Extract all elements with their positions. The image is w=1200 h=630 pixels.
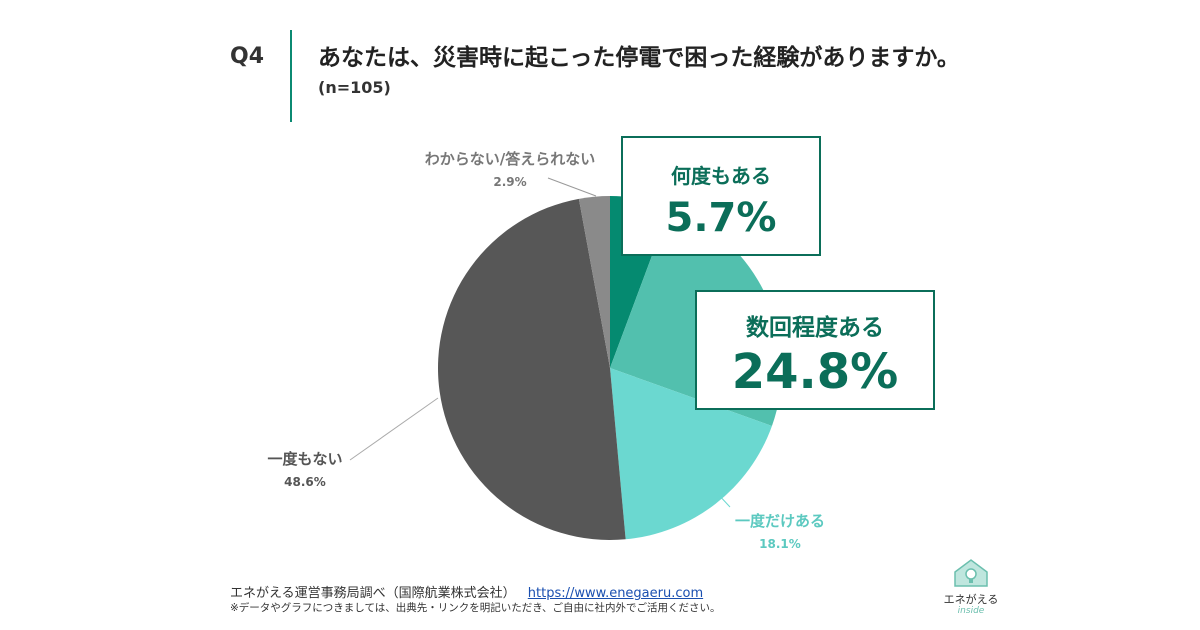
- usage-note: ※データやグラフにつきましては、出典先・リンクを明記いただき、ご自由に社内外でご…: [230, 602, 721, 614]
- callout-several-times: 数回程度ある 24.8%: [695, 290, 935, 410]
- question-title: あなたは、災害時に起こった停電で困った経験がありますか。: [318, 45, 960, 71]
- label-once-pct: 18.1%: [759, 537, 801, 551]
- leader-line-once: [715, 491, 731, 508]
- label-never-pct: 48.6%: [284, 475, 326, 489]
- callout-many-times-label: 何度もある: [671, 164, 771, 188]
- source-text: エネがえる運営事務局調べ（国際航業株式会社）: [230, 586, 516, 601]
- logo-name: エネがえる: [943, 593, 999, 606]
- callout-several-times-label: 数回程度ある: [746, 315, 884, 341]
- question-number: Q4: [230, 44, 265, 69]
- brand-logo[interactable]: エネがえる inside: [936, 556, 1006, 620]
- logo-sub: inside: [957, 606, 985, 616]
- slice-never: [438, 198, 626, 540]
- title-divider: [290, 30, 292, 122]
- source-line: エネがえる運営事務局調べ（国際航業株式会社） https://www.enega…: [230, 582, 703, 601]
- slice-once: [610, 368, 772, 540]
- label-unknown: わからない/答えられない 2.9%: [400, 148, 620, 189]
- callout-several-times-pct: 24.8%: [731, 344, 899, 400]
- label-unknown-pct: 2.9%: [493, 175, 527, 189]
- label-never-text: 一度もない: [267, 450, 343, 468]
- label-once: 一度だけある 18.1%: [725, 510, 835, 551]
- slice-unknown: [578, 196, 610, 368]
- sample-size: (n=105): [318, 78, 391, 97]
- callout-many-times: 何度もある 5.7%: [621, 136, 821, 256]
- leader-line-never: [349, 397, 439, 461]
- label-unknown-text: わからない/答えられない: [424, 150, 596, 168]
- house-bulb-icon: [954, 559, 988, 587]
- leader-line-unknown: [547, 177, 597, 197]
- label-once-text: 一度だけある: [734, 512, 825, 530]
- label-never: 一度もない 48.6%: [255, 448, 355, 489]
- callout-many-times-pct: 5.7%: [665, 195, 777, 241]
- source-link[interactable]: https://www.enegaeru.com: [527, 586, 704, 601]
